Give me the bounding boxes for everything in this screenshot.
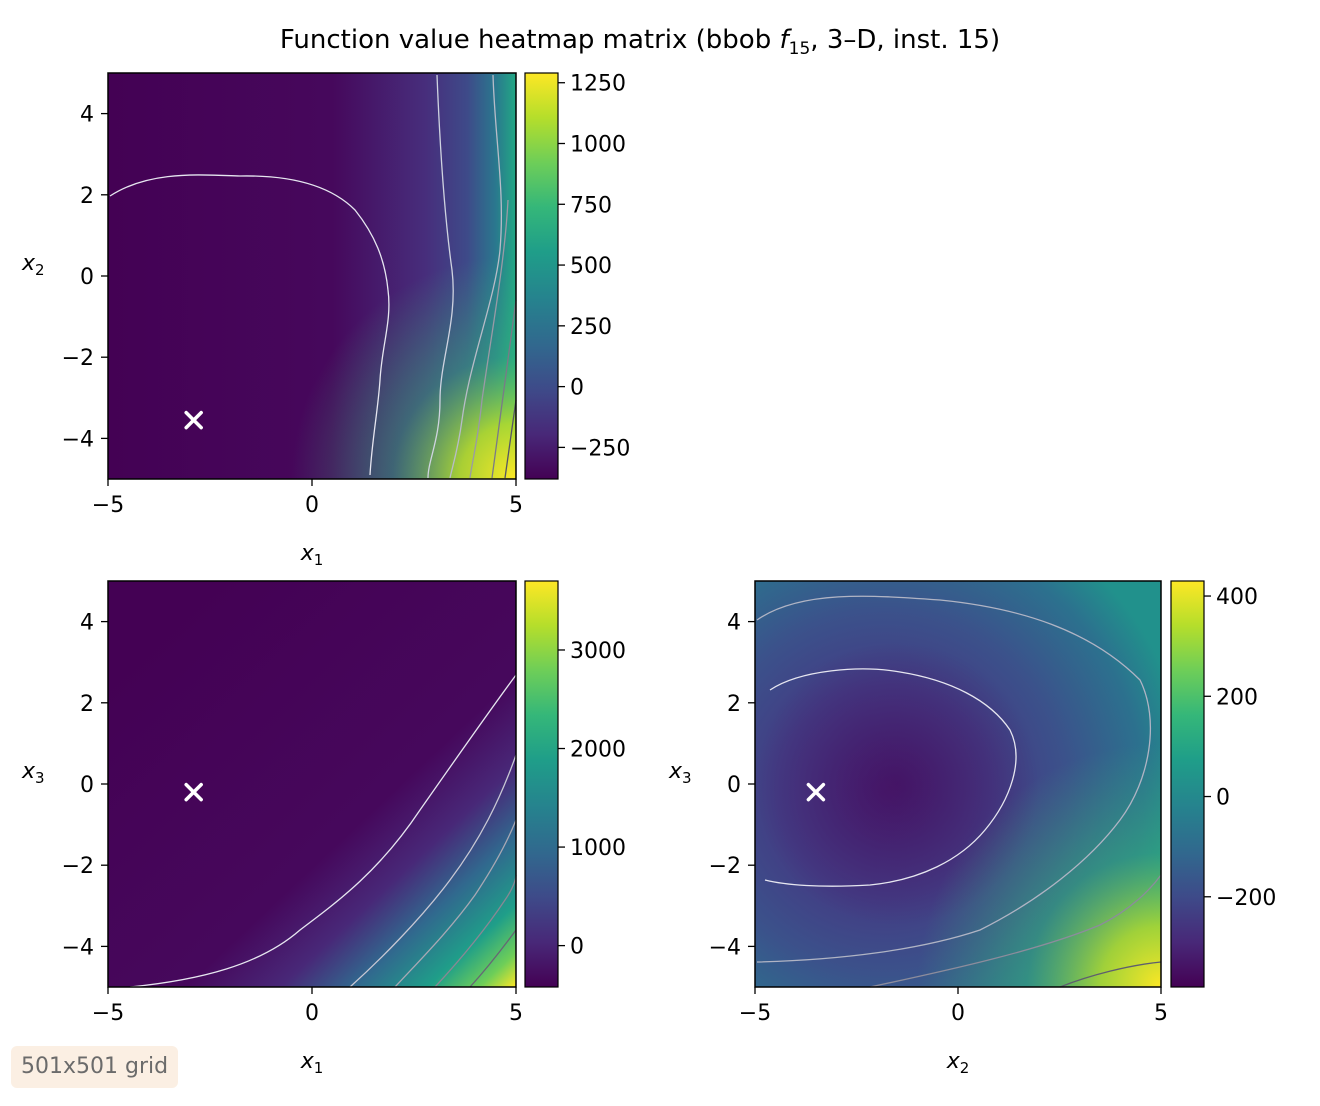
colorbar-tick-label: 500 bbox=[570, 254, 612, 279]
optimum-marker bbox=[184, 410, 203, 430]
contour-lines bbox=[756, 595, 1162, 988]
y-tick-label: −2 bbox=[62, 346, 94, 371]
colorbar-gradient bbox=[524, 72, 559, 480]
heatmap-image bbox=[108, 581, 516, 987]
colorbar-gradient bbox=[524, 580, 559, 988]
y-tick-label: −4 bbox=[709, 935, 741, 960]
colorbar-tick-label: −250 bbox=[570, 436, 630, 461]
colorbar-tick-label: 250 bbox=[570, 315, 612, 340]
axes-x2-x3: −5 0 5 −4 −2 0 2 4 x2 x3 −200 0 200 400 bbox=[668, 585, 1276, 1077]
y-tick-label: 0 bbox=[80, 265, 94, 290]
x-tick-label: 0 bbox=[305, 493, 319, 518]
colorbar-x1-x2 bbox=[524, 72, 559, 480]
colorbar-tick-label: 1000 bbox=[570, 836, 626, 861]
colorbar-gradient bbox=[1170, 580, 1205, 988]
x-axis-label: x1 bbox=[300, 1049, 324, 1077]
colorbar-x2-x3 bbox=[1170, 580, 1205, 988]
colorbar-tick-label: 400 bbox=[1216, 585, 1258, 610]
colorbar-tick-label: 2000 bbox=[570, 738, 626, 763]
x-tick-label: −5 bbox=[92, 493, 124, 518]
heatmap-x1-x3 bbox=[107, 580, 517, 988]
y-tick-label: 2 bbox=[80, 692, 94, 717]
y-tick-label: 4 bbox=[727, 611, 741, 636]
y-tick-label: 4 bbox=[80, 611, 94, 636]
colorbar-tick-label: 200 bbox=[1216, 685, 1258, 710]
x-tick-label: 5 bbox=[509, 1001, 523, 1026]
contour-lines bbox=[109, 74, 517, 479]
y-tick-label: 0 bbox=[80, 773, 94, 798]
y-tick-label: 2 bbox=[727, 692, 741, 717]
heatmap-hotspot bbox=[755, 581, 1161, 987]
heatmap-x2-x3 bbox=[754, 580, 1162, 988]
x-tick-label: 0 bbox=[951, 1001, 965, 1026]
axes-x1-x3: −5 0 5 −4 −2 0 2 4 x1 x3 0 1000 2000 3000 bbox=[21, 611, 626, 1077]
colorbar-tick-label: 1000 bbox=[570, 133, 626, 158]
heatmap-x1-x2 bbox=[107, 72, 517, 480]
y-axis-label: x3 bbox=[21, 759, 45, 787]
x-axis-label: x1 bbox=[300, 541, 324, 569]
x-axis-label: x2 bbox=[946, 1049, 970, 1077]
colorbar-tick-label: 0 bbox=[570, 935, 584, 960]
y-tick-label: −4 bbox=[62, 935, 94, 960]
x-tick-label: 0 bbox=[305, 1001, 319, 1026]
colorbar-tick-label: −200 bbox=[1216, 886, 1276, 911]
y-tick-label: −2 bbox=[709, 854, 741, 879]
x-tick-label: 5 bbox=[509, 493, 523, 518]
x-tick-label: 5 bbox=[1154, 1001, 1168, 1026]
figure-title: Function value heatmap matrix (bbob f15,… bbox=[280, 25, 1000, 59]
x-tick-label: −5 bbox=[92, 1001, 124, 1026]
colorbar-tick-label: 3000 bbox=[570, 639, 626, 664]
grid-size-badge: 501x501 grid bbox=[11, 1046, 179, 1088]
colorbar-tick-label: 0 bbox=[1216, 786, 1230, 811]
y-axis-label: x3 bbox=[668, 759, 692, 787]
y-axis-label: x2 bbox=[21, 251, 45, 279]
y-tick-label: −4 bbox=[62, 427, 94, 452]
colorbar-tick-label: 750 bbox=[570, 193, 612, 218]
optimum-marker bbox=[184, 782, 203, 802]
y-tick-label: 0 bbox=[727, 773, 741, 798]
colorbar-x1-x3 bbox=[524, 580, 559, 988]
axes-x1-x2: −5 0 5 −4 −2 0 2 4 x1 x2 −250 0 250 500 750 1000 1250 bbox=[21, 72, 630, 569]
y-tick-label: 2 bbox=[80, 184, 94, 209]
y-tick-label: 4 bbox=[80, 103, 94, 128]
contour-lines bbox=[129, 674, 517, 988]
optimum-marker bbox=[806, 782, 826, 802]
colorbar-tick-label: 1250 bbox=[570, 72, 626, 97]
colorbar-tick-label: 0 bbox=[570, 376, 584, 401]
heatmap-hotspot bbox=[108, 73, 516, 479]
y-tick-label: −2 bbox=[62, 854, 94, 879]
x-tick-label: −5 bbox=[739, 1001, 771, 1026]
